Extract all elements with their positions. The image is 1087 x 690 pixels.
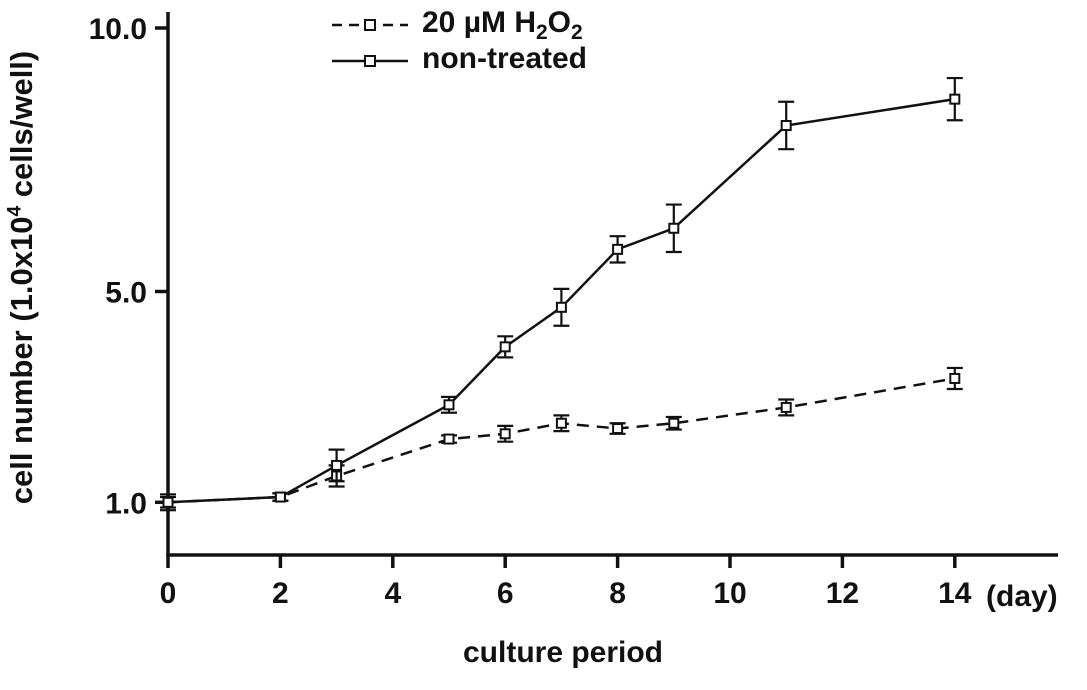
data-point-marker xyxy=(443,433,455,445)
data-point-marker xyxy=(612,243,624,255)
y-axis-label-unit: cells/well) xyxy=(4,50,39,206)
x-tick-label: 8 xyxy=(609,577,626,610)
data-point-marker xyxy=(443,399,455,411)
x-tick-label: 12 xyxy=(826,577,859,610)
x-tick-label: 6 xyxy=(497,577,514,610)
axes: 0 2 4 6 8 10 12 14 1.0 5.0 10.0 xyxy=(89,12,1058,610)
data-point-marker xyxy=(949,93,961,105)
y-axis-label-text: cell number (1.0x10 xyxy=(4,216,39,505)
data-point-marker xyxy=(780,401,792,413)
data-point-marker xyxy=(499,341,511,353)
series-h2o2 xyxy=(160,366,963,509)
y-tick-label: 10.0 xyxy=(89,13,147,46)
data-point-marker xyxy=(274,491,286,503)
data-point-marker xyxy=(331,459,343,471)
data-point-marker xyxy=(499,428,511,440)
data-point-marker xyxy=(612,423,624,435)
y-tick-label: 5.0 xyxy=(105,277,147,310)
x-tick-label: 14 xyxy=(938,577,972,610)
series-line xyxy=(167,97,955,504)
x-tick-label: 0 xyxy=(160,577,177,610)
data-point-marker xyxy=(668,222,680,234)
data-point-marker xyxy=(162,496,174,508)
legend-solid-line-icon xyxy=(332,55,408,67)
series-non-treated xyxy=(160,76,963,512)
x-tick-label: 10 xyxy=(713,577,746,610)
data-point-marker xyxy=(780,119,792,131)
y-axis-label-superscript: 4 xyxy=(4,205,26,217)
legend-entry-h2o2: 20 µM H2O2 xyxy=(330,5,587,44)
data-point-marker xyxy=(949,372,961,384)
data-point-marker xyxy=(555,301,567,313)
legend-label-non-treated: non-treated xyxy=(422,41,587,75)
legend-dashed-line-icon xyxy=(332,19,408,31)
y-tick-label: 1.0 xyxy=(105,487,147,520)
x-tick-label: 2 xyxy=(272,577,289,610)
legend-entry-non-treated: non-treated xyxy=(330,41,587,78)
data-point-marker xyxy=(668,417,680,429)
x-tick-label: 4 xyxy=(384,577,401,610)
legend-label-h2o2: 20 µM H2O2 xyxy=(422,5,583,44)
series-line xyxy=(167,377,956,504)
x-axis-unit-label: (day) xyxy=(986,580,1058,613)
y-axis-label: cell number (1.0x104 cells/well) xyxy=(4,5,40,550)
x-axis-label: culture period xyxy=(462,636,664,669)
chart-legend: 20 µM H2O2 non-treated xyxy=(330,5,587,78)
data-point-marker xyxy=(555,417,567,429)
